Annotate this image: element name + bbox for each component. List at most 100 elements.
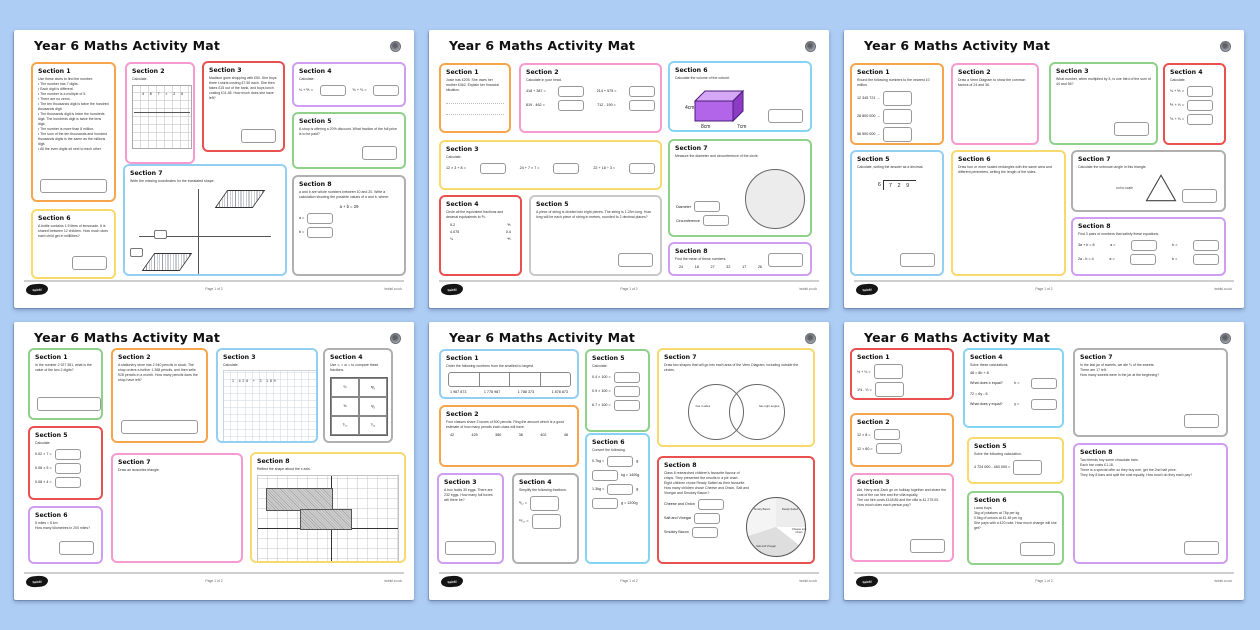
page-number: Page 1 of 2 <box>620 579 638 583</box>
x-axis <box>139 235 271 237</box>
answer-box <box>607 455 634 467</box>
cuboid-figure: 4cm 8cm 7cm <box>685 89 746 129</box>
section-5: Section 5 Calculate. 0.4 × 100 = 0.9 × 100 … <box>585 349 650 432</box>
answer-box <box>768 253 803 267</box>
section-heading: Section 7 <box>118 459 151 466</box>
problem-text: 72 = 6y - 6 <box>970 391 988 396</box>
problem-text: a = <box>1109 257 1115 262</box>
answer-box <box>900 253 935 267</box>
section-7: Section 7 Draw two shapes that will go in… <box>657 348 815 447</box>
grid-digits: 4 8 7 × 2 6 <box>142 91 186 96</box>
problem-row: 0.4 × 100 = <box>592 371 643 383</box>
site-url: twinkl.co.uk <box>799 579 817 583</box>
problem-text: 26 <box>757 264 762 269</box>
section-text: Draw four or more scaled rectangles with… <box>958 164 1052 174</box>
problem-text: 819 - 462 = <box>526 103 545 108</box>
problem-text: What does b equal? <box>970 381 1003 386</box>
answer-box <box>1013 459 1043 475</box>
section-text: Order the following numbers from the sma… <box>446 363 534 368</box>
twinkl-badge-icon <box>1220 41 1231 52</box>
problem-row: Circumference <box>676 215 753 226</box>
answer-box <box>613 371 640 383</box>
venn-circle <box>728 383 785 440</box>
section-heading: Section 8 <box>299 181 332 188</box>
section-heading: Section 3 <box>1056 68 1089 75</box>
order-box <box>509 371 541 387</box>
section-4: Section 4 Calculate. ⅓ + ⅖ = ⅚ + ⅔ = <box>292 62 406 107</box>
section-heading: Section 2 <box>118 354 151 361</box>
problem-rows: ½ + ⅓ = 1½ - ⅓ = <box>857 364 947 397</box>
problem-text: 1½ - ⅓ = <box>857 387 872 392</box>
twinkl-badge-icon <box>805 41 816 52</box>
problem-row: 0.7kg = g <box>592 455 643 467</box>
problem-row: 0.06 × 5 = <box>35 462 96 474</box>
original-shape <box>141 252 193 271</box>
problem-text: 38 <box>518 432 523 437</box>
answer-box <box>873 429 900 440</box>
problem-row: ⅓ + ⅕ = <box>1170 85 1219 97</box>
section-heading: Section 7 <box>1080 354 1113 361</box>
section-4: Section 4 Calculate. ⅓ + ⅕ = ⅖ + ⅓ = ⅚ + ⅓ = <box>1163 63 1226 145</box>
problem-row: Salt and Vinegar <box>664 512 748 524</box>
problem-text: Diameter <box>676 204 691 209</box>
section-heading: Section 7 <box>130 170 163 177</box>
problem-row: kg = 1400g <box>592 469 643 481</box>
problem-text: 48 = 8b + 8 <box>970 370 989 375</box>
worksheet-page: Year 6 Maths Activity Mat Section 1 Round … <box>844 30 1244 308</box>
problem-row: 12 × 3 + 8 = 24 + 7 × 7 = 22 + 18 ÷ 3 = <box>446 162 655 174</box>
pie-chart <box>746 497 806 557</box>
section-heading: Section 5 <box>857 156 890 163</box>
worksheet-page: Year 6 Maths Activity Mat Section 1 Josie … <box>429 30 829 308</box>
section-5: Section 5 Solve the following calculation… <box>967 437 1064 484</box>
section-text: Class 6 researched children's favourite … <box>664 470 750 495</box>
section-heading: Section 7 <box>664 354 697 361</box>
pie-slice-label: Ready Salted <box>781 508 799 511</box>
site-url: twinkl.co.uk <box>1214 579 1232 583</box>
problem-text: ½ + ⅓ = <box>857 369 871 374</box>
section-1: Section 1 ½ + ⅓ = 1½ - ⅓ = <box>850 348 954 400</box>
section-text: Calculate the unknown angle in this tria… <box>1078 164 1147 169</box>
answer-box <box>691 526 718 538</box>
problem-row: 12 × 80 = <box>857 443 947 454</box>
problem-rows: 0.7kg = g kg = 1400g 1.3kg = g g = 1200g <box>592 455 643 509</box>
y-axis <box>197 188 199 274</box>
section-7: Section 7 Draw an isosceles triangle. <box>111 453 243 563</box>
answer-box <box>121 420 198 434</box>
problem-rows: 0.02 × 7 = 0.06 × 5 = 0.08 × 4 = <box>35 448 96 488</box>
problem-text: b = <box>1172 243 1178 248</box>
problem-text: 12 × 80 = <box>857 446 873 451</box>
page-title: Year 6 Maths Activity Mat <box>864 330 1051 345</box>
twinkl-badge-icon <box>390 41 401 52</box>
grid-rule-line <box>134 111 190 113</box>
cuboid-depth-label: 7cm <box>737 124 746 129</box>
problem-text: 56 500 000 → <box>857 132 881 137</box>
problem-text: 4.075 <box>450 229 460 234</box>
answer-box <box>557 99 584 111</box>
venn-diagram-figure: has 4 sides has right angles <box>664 376 808 445</box>
section-1: Section 1 Round the following numbers to … <box>850 63 944 145</box>
answer-box <box>1130 253 1157 265</box>
section-6: Section 6 Draw four or more scaled rectan… <box>951 150 1066 276</box>
pie-slice-label: Salt and Vinegar <box>756 544 776 548</box>
answer-box <box>54 476 81 488</box>
problem-rows: ⁸⁄₁₂ = ¹⁵⁄₂₀ = <box>519 495 572 529</box>
page-number: Page 1 of 2 <box>1035 579 1053 583</box>
write-line <box>446 93 504 104</box>
section-heading: Section 1 <box>35 354 68 361</box>
footer-divider <box>854 572 1234 574</box>
problem-rows: 0.2 ⅕ 4.075 0.4 ¼ ⅘ <box>446 223 515 241</box>
problem-text: ⅚ + ⅓ = <box>1170 117 1185 122</box>
section-5: Section 5 Calculate, writing the answer a… <box>850 150 944 276</box>
problem-text: 1 878 873 <box>551 389 568 394</box>
page-number: Page 1 of 2 <box>205 287 223 291</box>
problem-row: 1.3kg = g <box>592 483 643 495</box>
fraction-cell: ⁷⁄₁₂ <box>359 415 387 435</box>
answer-box <box>1187 85 1214 97</box>
problem-row: 28 800 000 → <box>857 108 937 124</box>
problem-text: ⅘ <box>507 236 511 241</box>
